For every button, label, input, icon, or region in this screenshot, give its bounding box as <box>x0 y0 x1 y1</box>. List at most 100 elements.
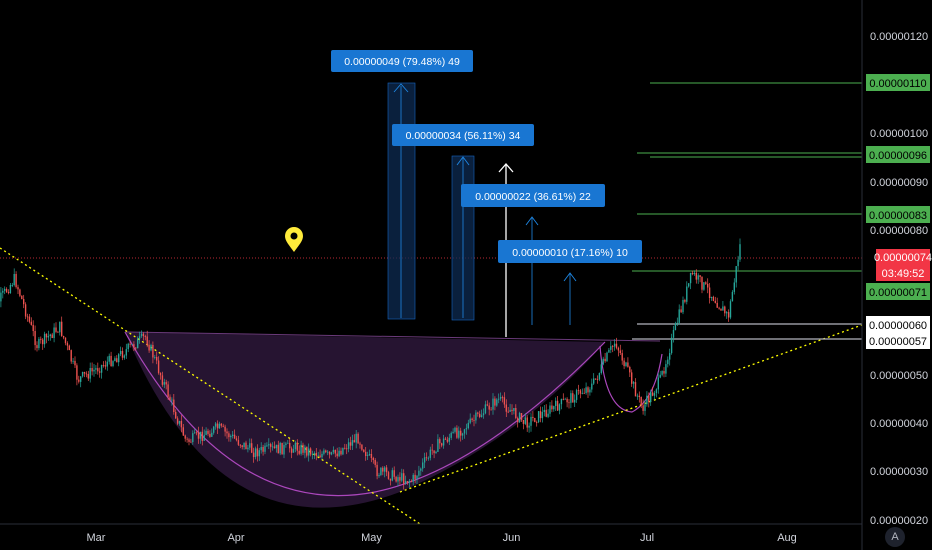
candle-body <box>140 333 143 337</box>
candle-body <box>693 272 696 275</box>
candle-body <box>458 430 460 438</box>
candle-body <box>192 433 194 442</box>
candle-body <box>351 440 354 446</box>
candle-body <box>615 343 618 348</box>
countdown-text: 03:49:52 <box>882 268 925 280</box>
measure-label-79: 0.00000049 (79.48%) 49 <box>331 50 473 72</box>
candle-body <box>682 300 684 313</box>
price-tag-071-text: 0.00000071 <box>869 287 927 299</box>
candle-body <box>699 275 701 277</box>
candle-body <box>53 327 55 338</box>
candle-body <box>36 345 38 349</box>
candle-body <box>285 443 287 445</box>
candle-body <box>427 457 430 459</box>
candle-body <box>526 417 528 428</box>
candle-body <box>593 378 595 384</box>
candle-body <box>387 472 390 479</box>
candle-body <box>406 481 409 483</box>
candle-body <box>76 365 78 380</box>
candle-body <box>465 428 468 430</box>
candle-body <box>722 306 724 311</box>
candle-body <box>264 445 266 452</box>
candle-body <box>511 409 513 411</box>
candle-body <box>547 413 549 417</box>
candle-body <box>152 345 154 358</box>
candle-body <box>401 473 403 481</box>
candle-body <box>575 390 578 400</box>
candle-body <box>412 474 414 482</box>
candle-body <box>213 426 215 433</box>
candle-body <box>45 333 48 338</box>
candle-body <box>716 302 718 308</box>
candle-body <box>62 336 65 338</box>
candle-body <box>524 417 526 424</box>
candle-body <box>47 336 50 338</box>
candle-body <box>357 433 359 444</box>
tradingview-logo-icon[interactable]: A <box>885 527 905 547</box>
candle-body <box>203 434 205 441</box>
candle-body <box>296 442 298 451</box>
candle-body <box>230 435 232 438</box>
candle-body <box>311 454 314 455</box>
candle-body <box>271 446 274 448</box>
candle-body <box>42 339 44 345</box>
candle-body <box>205 430 207 435</box>
candle-body <box>80 376 82 382</box>
time-tick-label: Jul <box>640 532 654 544</box>
candle-body <box>420 468 422 471</box>
price-tag-096: 0.00000096 <box>866 146 930 163</box>
candle-body <box>346 448 348 450</box>
candle-body <box>313 453 316 455</box>
price-tag-071: 0.00000071 <box>866 283 930 300</box>
candle-body <box>163 382 165 385</box>
candle-body <box>545 409 547 417</box>
candle-body <box>222 425 224 427</box>
candle-body <box>165 382 167 385</box>
candle-body <box>197 432 200 439</box>
candle-body <box>543 409 545 412</box>
candle-body <box>95 368 97 370</box>
candle-body <box>23 299 25 305</box>
location-pin-icon[interactable] <box>285 227 303 252</box>
candle-body <box>175 412 177 419</box>
candle-body <box>684 300 686 302</box>
candle-body <box>393 470 395 477</box>
candle-body <box>631 372 633 384</box>
candle-body <box>232 434 234 436</box>
measure-label-17: 0.00000010 (17.16%) 10 <box>498 240 642 263</box>
candle-body <box>522 420 525 424</box>
candle-body <box>224 426 226 432</box>
candle-body <box>70 350 72 362</box>
candle-body <box>553 406 555 410</box>
candle-body <box>517 418 519 423</box>
candle-body <box>61 321 63 336</box>
price-tick-label: 0.00000020 <box>870 515 928 527</box>
candle-body <box>619 350 621 353</box>
candle-body <box>72 360 74 362</box>
candle-body <box>399 477 401 481</box>
candle-body <box>256 448 259 457</box>
candle-body <box>99 371 101 373</box>
ascending-trendline <box>399 324 863 493</box>
price-axis[interactable]: 0.00000120 0.00000100 0.00000090 0.00000080… <box>870 31 928 527</box>
candle-body <box>623 360 625 367</box>
candle-body <box>714 300 716 303</box>
candle-body <box>448 437 450 442</box>
measure-label-56-text: 0.00000034 (56.11%) 34 <box>406 130 521 142</box>
candle-body <box>268 444 270 446</box>
candle-body <box>475 412 477 421</box>
candle-body <box>499 397 502 399</box>
candle-body <box>355 433 357 443</box>
candle-body <box>697 275 699 280</box>
measure-label-36: 0.00000022 (36.61%) 22 <box>461 184 605 207</box>
candle-body <box>646 395 648 405</box>
candle-body <box>659 374 661 378</box>
candle-body <box>159 372 162 376</box>
candle-body <box>594 378 597 380</box>
candle-body <box>150 345 152 351</box>
time-axis[interactable]: Mar Apr May Jun Jul Aug <box>87 532 797 544</box>
candle-body <box>452 431 454 433</box>
candle-body <box>247 447 249 450</box>
candle-body <box>176 418 179 424</box>
